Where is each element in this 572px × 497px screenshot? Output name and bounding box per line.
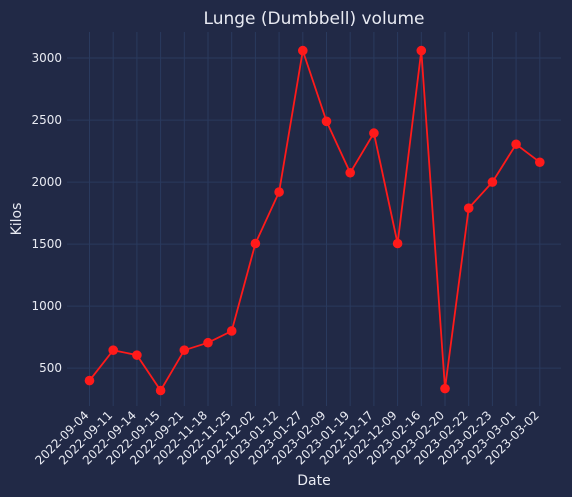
y-tick-label: 2500 [31,113,62,127]
data-point [511,139,521,150]
data-point [179,345,190,355]
data-point [416,45,427,56]
data-point [274,187,284,197]
series-layer [84,45,545,396]
data-point [155,385,166,396]
data-point [440,383,450,394]
data-point [298,45,308,56]
data-point [132,350,142,360]
x-axis-label: Date [297,473,330,489]
y-axis-ticks: 500 1000 1500 2000 2500 3000 [31,51,62,375]
data-point [487,177,498,187]
data-point [250,238,261,249]
data-point [203,337,213,348]
series-line [88,50,541,393]
data-point [535,157,545,168]
x-axis-ticks: 2022-09-042022-09-112022-09-142022-09-15… [32,408,542,467]
y-tick-label: 2000 [31,175,62,189]
y-axis-label: Kilos [9,203,25,236]
data-point [345,167,356,178]
y-tick-label: 1500 [31,237,62,251]
gridlines [67,32,561,406]
y-tick-label: 1000 [31,299,62,313]
data-point [226,326,237,336]
y-tick-label: 500 [39,361,62,375]
chart-title: Lunge (Dumbbell) volume [204,9,425,29]
data-point [392,238,403,249]
data-point [463,203,474,213]
data-point [321,116,332,127]
y-tick-label: 3000 [31,51,62,65]
data-point [84,375,95,386]
data-point [108,345,118,355]
data-point [369,128,379,138]
